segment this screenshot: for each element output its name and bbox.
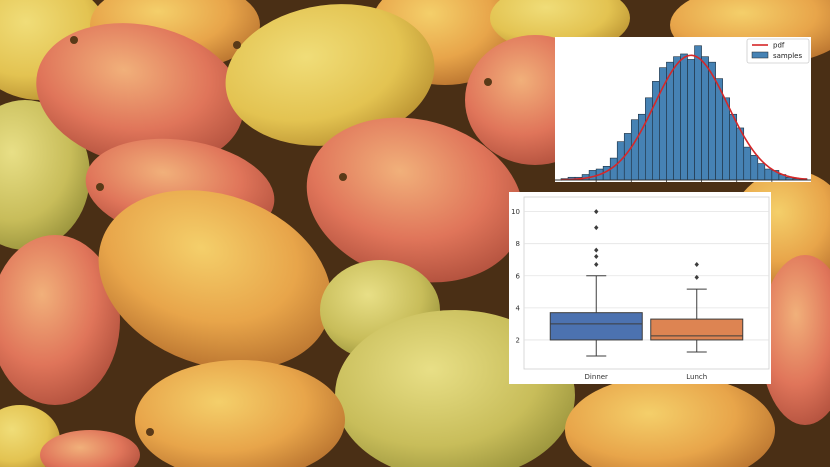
histogram-plot: pdf samples <box>555 38 811 182</box>
x-tick-labels: Dinner Lunch <box>585 373 708 381</box>
histogram-bar <box>673 56 681 181</box>
histogram-bar <box>701 56 709 181</box>
box-iqr <box>650 318 744 341</box>
plot-area <box>523 196 770 370</box>
histogram-bar <box>630 119 639 181</box>
box-group <box>650 262 744 353</box>
histogram-legend: pdf samples <box>746 38 810 64</box>
histogram-bar <box>743 146 752 181</box>
box-group <box>549 209 643 357</box>
y-tick-label: 8 <box>516 240 520 248</box>
histogram-bar <box>680 53 688 181</box>
x-axis-ticks <box>595 180 773 182</box>
legend-pdf-label: pdf <box>773 42 785 50</box>
mango-stems <box>70 36 492 436</box>
x-tick-label: Lunch <box>686 373 707 381</box>
histogram-bar <box>687 59 695 181</box>
y-tick-labels: 2 4 6 8 10 <box>511 208 520 344</box>
histogram-bar <box>722 97 730 181</box>
pdf-curve <box>560 54 808 181</box>
x-tick-label: Dinner <box>585 373 609 381</box>
histogram-bar <box>659 67 667 181</box>
y-tick-label: 4 <box>516 304 521 312</box>
boxplot-plot: 2 4 6 8 10 Dinner Lunch <box>511 196 770 381</box>
histogram-bar <box>764 168 773 181</box>
histogram-chart: pdf samples <box>555 37 811 182</box>
outlier-point <box>594 209 599 215</box>
histogram-bar <box>623 133 632 181</box>
legend-samples-label: samples <box>773 52 802 60</box>
histogram-bar <box>750 155 759 181</box>
boxes <box>549 209 744 357</box>
y-tick-label: 6 <box>516 272 521 280</box>
histogram-bar <box>694 45 702 181</box>
outlier-point <box>594 262 599 268</box>
histogram-bars <box>560 45 808 181</box>
outlier-point <box>694 262 699 268</box>
outlier-point <box>594 225 599 231</box>
legend-samples-swatch <box>751 51 769 59</box>
histogram-bar <box>736 127 745 181</box>
y-tick-label: 10 <box>511 208 520 216</box>
box-iqr <box>549 312 643 341</box>
y-tick-label: 2 <box>516 336 520 344</box>
histogram-bar <box>729 113 738 181</box>
outlier-point <box>694 274 699 280</box>
outlier-point <box>594 254 599 260</box>
histogram-bar <box>757 163 766 181</box>
boxplot-chart: 2 4 6 8 10 Dinner Lunch <box>509 192 771 384</box>
outlier-point <box>594 247 599 253</box>
